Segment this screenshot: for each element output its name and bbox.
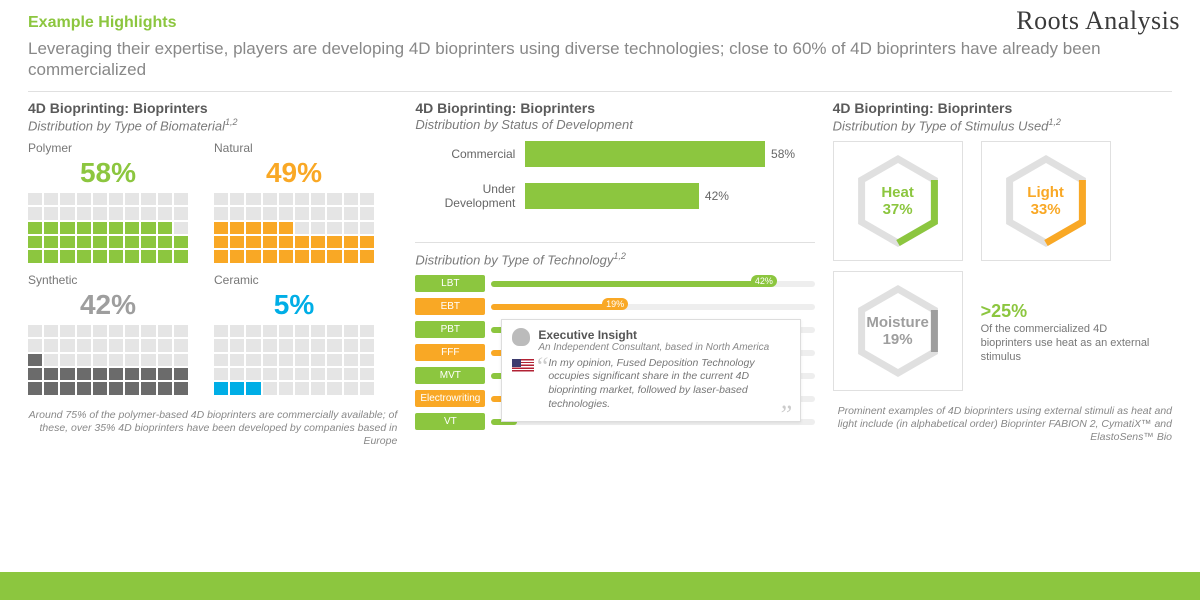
tech-label: Electrowriting bbox=[415, 390, 485, 407]
panel-stimulus: 4D Bioprinting: Bioprinters Distribution… bbox=[833, 100, 1172, 449]
panel2a-title: 4D Bioprinting: Bioprinters bbox=[415, 100, 814, 116]
panel1-footnote: Around 75% of the polymer-based 4D biopr… bbox=[28, 409, 397, 448]
hex-light: Light33% bbox=[981, 141, 1111, 261]
waffle-label: Ceramic bbox=[214, 273, 374, 287]
tech-label: FFF bbox=[415, 344, 485, 361]
tech-value: 19% bbox=[602, 298, 628, 310]
hex-heat: Heat37% bbox=[833, 141, 963, 261]
panel-status-tech: 4D Bioprinting: Bioprinters Distribution… bbox=[415, 100, 814, 449]
panel1-subtitle: Distribution by Type of Biomaterial1,2 bbox=[28, 117, 397, 133]
tech-label: EBT bbox=[415, 298, 485, 315]
technology-bar-chart: LBT 42% EBT 19% PBT FFF MVT Electrowriting VT Exe… bbox=[415, 275, 814, 436]
panel2a-subtitle: Distribution by Status of Development bbox=[415, 117, 814, 132]
tech-row-ebt: EBT 19% bbox=[415, 298, 814, 316]
insight-quote: “In my opinion, Fused Deposition Technol… bbox=[540, 357, 790, 412]
waffle-grid bbox=[28, 193, 188, 263]
columns: 4D Bioprinting: Bioprinters Distribution… bbox=[28, 100, 1172, 449]
divider-mid bbox=[415, 242, 814, 243]
status-bar-commercial: Commercial 58% bbox=[415, 140, 814, 168]
hex-label: Light33% bbox=[1027, 184, 1064, 218]
insight-heading: Executive Insight bbox=[538, 328, 769, 342]
tech-label: PBT bbox=[415, 321, 485, 338]
bar-label: Under Development bbox=[415, 182, 525, 210]
panel3-footnote: Prominent examples of 4D bioprinters usi… bbox=[833, 405, 1172, 444]
tech-label: MVT bbox=[415, 367, 485, 384]
hex-label: Heat37% bbox=[881, 184, 914, 218]
callout-value: >25% bbox=[981, 301, 1028, 321]
status-bar-under-development: Under Development 42% bbox=[415, 182, 814, 210]
tech-value: 42% bbox=[751, 275, 777, 287]
bar-label: Commercial bbox=[415, 147, 525, 161]
footer-bar bbox=[0, 572, 1200, 600]
waffle-pct: 5% bbox=[214, 289, 374, 321]
headline: Leveraging their expertise, players are … bbox=[28, 38, 1172, 81]
person-icon bbox=[512, 328, 530, 346]
panel3-title: 4D Bioprinting: Bioprinters bbox=[833, 100, 1172, 116]
insight-role: An Independent Consultant, based in Nort… bbox=[538, 342, 769, 353]
panel-biomaterial: 4D Bioprinting: Bioprinters Distribution… bbox=[28, 100, 397, 449]
tech-label: LBT bbox=[415, 275, 485, 292]
panel2b-sup: 1,2 bbox=[613, 251, 626, 261]
executive-insight-box: Executive InsightAn Independent Consulta… bbox=[501, 319, 801, 423]
panel3-sup: 1,2 bbox=[1048, 117, 1061, 127]
divider bbox=[28, 91, 1172, 92]
waffle-grid bbox=[214, 325, 374, 395]
waffle-label: Synthetic bbox=[28, 273, 188, 287]
waffle-ceramic: Ceramic 5% bbox=[214, 273, 374, 395]
tech-label: VT bbox=[415, 413, 485, 430]
waffle-host: Polymer 58% Natural 49% Synthetic 42% Ceramic 5… bbox=[28, 141, 397, 405]
tech-row-lbt: LBT 42% bbox=[415, 275, 814, 293]
waffle-pct: 42% bbox=[28, 289, 188, 321]
waffle-label: Polymer bbox=[28, 141, 188, 155]
waffle-pct: 49% bbox=[214, 157, 374, 189]
panel1-subtitle-text: Distribution by Type of Biomaterial bbox=[28, 118, 225, 133]
panel1-sup: 1,2 bbox=[225, 117, 238, 127]
waffle-label: Natural bbox=[214, 141, 374, 155]
waffle-natural: Natural 49% bbox=[214, 141, 374, 263]
waffle-synthetic: Synthetic 42% bbox=[28, 273, 188, 395]
bar-value: 58% bbox=[771, 147, 795, 161]
bar-value: 42% bbox=[705, 189, 729, 203]
panel3-subtitle: Distribution by Type of Stimulus Used1,2 bbox=[833, 117, 1172, 133]
callout: >25%Of the commercialized 4D bioprinters… bbox=[981, 271, 1151, 391]
hex-moisture: Moisture19% bbox=[833, 271, 963, 391]
panel1-title: 4D Bioprinting: Bioprinters bbox=[28, 100, 397, 116]
panel2b-subtitle-text: Distribution by Type of Technology bbox=[415, 252, 613, 267]
panel3-subtitle-text: Distribution by Type of Stimulus Used bbox=[833, 118, 1049, 133]
us-flag-icon bbox=[512, 359, 534, 373]
waffle-pct: 58% bbox=[28, 157, 188, 189]
waffle-grid bbox=[28, 325, 188, 395]
hex-host: Heat37% Light33% Moisture19% >25%Of the com… bbox=[833, 141, 1172, 401]
waffle-grid bbox=[214, 193, 374, 263]
waffle-polymer: Polymer 58% bbox=[28, 141, 188, 263]
hex-label: Moisture19% bbox=[866, 314, 929, 348]
highlights-label: Example Highlights bbox=[28, 14, 1172, 32]
brand-logo: Roots Analysis bbox=[1016, 6, 1180, 36]
callout-text: Of the commercialized 4D bioprinters use… bbox=[981, 322, 1151, 365]
panel2b-subtitle: Distribution by Type of Technology1,2 bbox=[415, 251, 814, 267]
status-bar-chart: Commercial 58% Under Development 42% bbox=[415, 140, 814, 224]
